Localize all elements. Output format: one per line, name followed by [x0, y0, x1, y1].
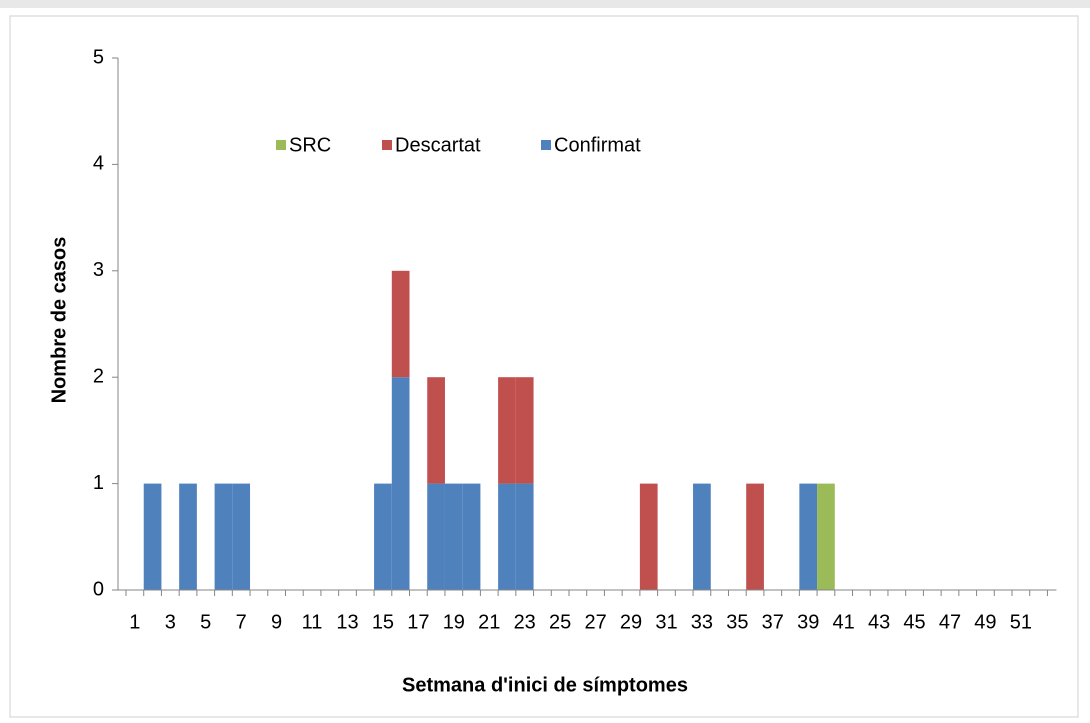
legend-swatch: [541, 140, 551, 150]
y-tick-label: 5: [93, 46, 104, 68]
y-tick-label: 0: [93, 578, 104, 600]
x-tick-label: 21: [478, 611, 500, 633]
bar-segment: [462, 483, 481, 590]
x-tick-label: 29: [620, 611, 642, 633]
bar-segment: [179, 483, 197, 590]
bar-segment: [498, 483, 516, 590]
y-tick-label: 1: [93, 472, 104, 494]
bar-segment: [515, 483, 534, 590]
y-tick-label: 3: [93, 259, 104, 281]
x-tick-label: 13: [336, 611, 358, 633]
y-tick-label: 4: [93, 153, 104, 175]
x-tick-label: 37: [762, 611, 784, 633]
y-tick-label: 2: [93, 365, 104, 387]
bar-segment: [693, 483, 711, 590]
x-tick-label: 25: [549, 611, 571, 633]
x-tick-label: 15: [372, 611, 394, 633]
bar-segment: [639, 483, 658, 590]
x-tick-label: 7: [236, 611, 247, 633]
bar-segment: [498, 377, 516, 484]
x-tick-label: 45: [903, 611, 925, 633]
x-tick-label: 23: [514, 611, 536, 633]
x-tick-label: 3: [165, 611, 176, 633]
x-tick-label: 19: [443, 611, 465, 633]
legend-label: Confirmat: [554, 134, 641, 156]
x-tick-label: 47: [939, 611, 961, 633]
bar-segment: [232, 483, 251, 590]
x-axis-title: Setmana d'inici de símptomes: [402, 674, 688, 696]
x-tick-label: 33: [691, 611, 713, 633]
x-tick-label: 27: [584, 611, 606, 633]
chart-frame: [9, 15, 1079, 718]
x-tick-label: 5: [200, 611, 211, 633]
bar-segment: [374, 483, 392, 590]
bar-segment: [427, 483, 445, 590]
x-tick-label: 49: [974, 611, 996, 633]
x-tick-label: 35: [726, 611, 748, 633]
x-tick-label: 31: [655, 611, 677, 633]
x-tick-label: 11: [302, 611, 323, 633]
bar-segment: [391, 377, 410, 590]
x-tick-label: 51: [1010, 611, 1032, 633]
x-tick-label: 17: [407, 611, 429, 633]
bar-segment: [391, 270, 410, 378]
legend-label: Descartat: [395, 134, 481, 156]
x-tick-label: 1: [129, 611, 140, 633]
x-tick-label: 41: [833, 611, 855, 633]
bar-segment: [444, 483, 463, 590]
legend-label: SRC: [289, 134, 331, 156]
bar-segment: [427, 377, 445, 484]
legend-swatch: [276, 140, 286, 150]
legend-swatch: [382, 140, 392, 150]
x-tick-label: 39: [797, 611, 819, 633]
x-tick-label: 9: [271, 611, 282, 633]
y-axis-title: Nombre de casos: [48, 237, 70, 404]
bar-segment: [515, 377, 534, 484]
bar-segment: [214, 483, 233, 590]
bar-segment: [817, 483, 835, 590]
top-bar: [0, 0, 1090, 8]
bar-segment: [143, 483, 162, 590]
bar-segment: [799, 483, 818, 590]
bar-segment: [746, 483, 764, 590]
x-tick-label: 43: [868, 611, 890, 633]
